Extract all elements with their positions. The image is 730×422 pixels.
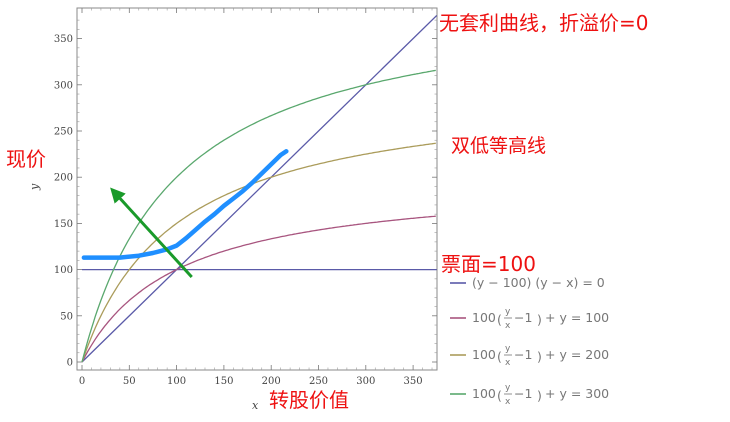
no-arbitrage-diagonal	[81, 15, 437, 363]
legend-entry-k200: 100 ( y x −1 ) + y = 200	[450, 344, 609, 368]
svg-text:100: 100	[472, 310, 496, 325]
y-tick-label: 50	[60, 311, 73, 322]
x-axis-label: x	[252, 399, 259, 412]
current-price-curve	[81, 149, 289, 260]
tick-marks	[77, 8, 437, 370]
svg-text:100: 100	[472, 386, 496, 401]
legend-entry-k300: 100 ( y x −1 ) + y = 300	[450, 383, 609, 407]
svg-text:−1: −1	[514, 347, 532, 362]
annotation-par-100: 票面=100	[441, 252, 536, 276]
contour-curve-k100	[81, 215, 436, 363]
y-tick-label: 250	[54, 127, 73, 138]
svg-text:+ y = 200: + y = 200	[545, 347, 609, 362]
y-tick-label: 350	[54, 34, 73, 45]
y-tick-label: 300	[54, 80, 73, 91]
legend-entry-par-diagonal: (y − 100) (y − x) = 0	[450, 275, 605, 290]
annotation-conversion-value: 转股价值	[269, 388, 349, 412]
y-tick-label: 150	[54, 219, 73, 230]
y-tick-label: 200	[54, 173, 73, 184]
svg-text:x: x	[505, 358, 511, 368]
annotation-current-price: 现价	[6, 147, 46, 171]
svg-text:−1: −1	[514, 310, 532, 325]
x-tick-label: 50	[123, 376, 136, 387]
y-tick-label: 0	[67, 358, 73, 369]
x-tick-label: 100	[167, 376, 186, 387]
x-tick-label: 150	[214, 376, 233, 387]
plot-frame	[76, 7, 438, 371]
svg-text:): )	[537, 312, 542, 327]
svg-text:x: x	[505, 321, 511, 331]
x-tick-label: 200	[262, 376, 281, 387]
curves	[81, 15, 437, 363]
tick-labels: 0 50 100 150 200 250 300 350 0 50 100 150 200 250 300 3…	[54, 34, 423, 387]
svg-text:−1: −1	[514, 386, 532, 401]
x-tick-label: 300	[356, 376, 375, 387]
svg-text:(: (	[497, 349, 502, 364]
svg-text:): )	[537, 388, 542, 403]
x-tick-label: 250	[309, 376, 328, 387]
svg-text:+ y = 100: + y = 100	[545, 310, 609, 325]
y-tick-label: 100	[54, 265, 73, 276]
legend-entry-k100: 100 ( y x −1 ) + y = 100	[450, 307, 609, 331]
svg-text:(: (	[497, 388, 502, 403]
annotation-double-low-contour: 双低等高线	[451, 135, 546, 157]
svg-text:y: y	[505, 344, 511, 354]
svg-text:+ y = 300: + y = 300	[545, 386, 609, 401]
legend: (y − 100) (y − x) = 0 100 ( y x −1 ) + y…	[450, 275, 609, 407]
direction-arrow	[110, 187, 193, 279]
svg-text:100: 100	[472, 347, 496, 362]
y-axis-label: y	[28, 183, 41, 191]
svg-text:(: (	[497, 312, 502, 327]
svg-text:y: y	[505, 383, 511, 393]
svg-text:): )	[537, 349, 542, 364]
x-tick-label: 350	[404, 376, 423, 387]
x-tick-label: 0	[79, 376, 85, 387]
svg-text:(y − 100) (y − x) = 0: (y − 100) (y − x) = 0	[472, 275, 605, 290]
svg-text:x: x	[505, 397, 511, 407]
svg-text:y: y	[505, 307, 511, 317]
plot-border	[76, 7, 438, 371]
annotation-no-arbitrage: 无套利曲线，折溢价=0	[439, 11, 648, 35]
